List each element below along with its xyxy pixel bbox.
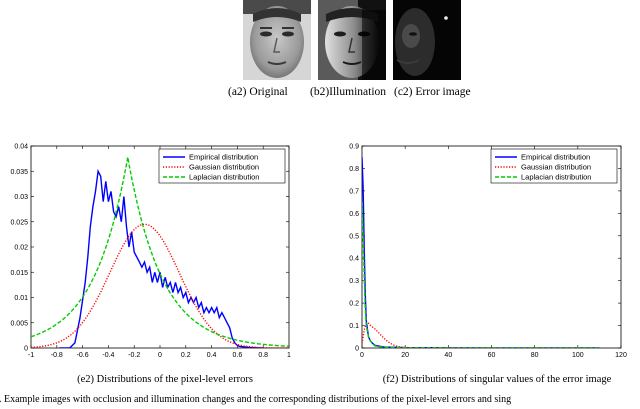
x-tick-label: -1 <box>28 352 34 359</box>
singular-values-caption: (f2) Distributions of singular values of… <box>382 374 612 385</box>
y-tick-label: 0.04 <box>14 144 28 151</box>
y-tick-label: 0.03 <box>14 194 28 201</box>
x-tick-label: 0.6 <box>233 352 243 359</box>
series-line-laplacian-distribution <box>31 156 289 347</box>
legend-label: Laplacian distribution <box>189 173 259 182</box>
x-tick-label: 0 <box>158 352 162 359</box>
illumination-face-image <box>318 0 386 80</box>
x-tick-label: 0.8 <box>258 352 268 359</box>
pixel-error-distribution-chart: -1 -0.8 -0.6 -0.4 -0.2 0 0.2 0.4 0.6 0.8 1 0 0.005 0.… <box>10 144 291 360</box>
x-tick-label: -0.2 <box>128 352 140 359</box>
series-line-empirical-distribution <box>59 168 264 348</box>
illumination-label: (b2)Illumination <box>310 86 387 98</box>
x-tick-label: -0.4 <box>102 352 114 359</box>
error-face-image <box>393 0 461 80</box>
y-tick-label: 0.02 <box>14 245 28 252</box>
x-tick-label: -0.8 <box>51 352 63 359</box>
x-tick-label: -0.6 <box>77 352 89 359</box>
x-tick-label: 0.4 <box>207 352 217 359</box>
legend-label: Empirical distribution <box>189 153 258 162</box>
x-tick-label: 1 <box>287 352 291 359</box>
y-tick-label: 0.005 <box>10 320 28 327</box>
y-tick-label: 0.035 <box>10 169 28 176</box>
pixel-level-errors-caption: (e2) Distributions of the pixel-level er… <box>77 374 253 385</box>
error-image-label: (c2) Error image <box>394 86 471 98</box>
legend-box <box>158 148 286 184</box>
y-tick-label: 0 <box>24 346 28 353</box>
original-face-image <box>243 0 311 80</box>
legend-label: Gaussian distribution <box>189 163 259 172</box>
y-tick-label: 0.025 <box>10 219 28 226</box>
x-tick-label: 0.2 <box>181 352 191 359</box>
original-label: (a2) Original <box>228 86 288 98</box>
figure-caption: 9. Example images with occlusion and ill… <box>0 394 512 405</box>
y-tick-label: 0.01 <box>14 295 28 302</box>
y-tick-label: 0.015 <box>10 270 28 277</box>
